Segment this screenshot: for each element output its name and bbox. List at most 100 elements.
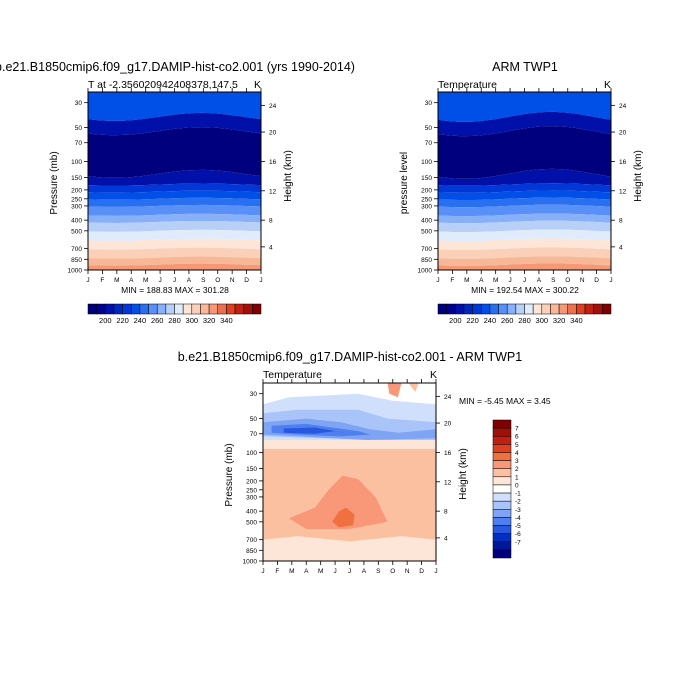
colorbar-swatch <box>492 484 512 494</box>
contour-band <box>263 536 436 561</box>
colorbar-swatch <box>492 500 512 510</box>
x-tick-label: M <box>289 568 294 575</box>
units-label: K <box>254 79 261 91</box>
colorbar-swatch <box>492 468 512 478</box>
panel-model: b.e21.B1850cmip6.f09_g17.DAMIP-hist-co2.… <box>0 60 355 325</box>
colorbar-swatch <box>217 303 227 315</box>
x-tick-label: J <box>436 277 439 284</box>
colorbar-label: 300 <box>186 316 199 325</box>
y-tick-label: 30 <box>425 100 433 107</box>
y-tick-label: 50 <box>250 416 258 423</box>
x-tick-label: A <box>304 568 309 575</box>
colorbar-swatch <box>463 303 473 315</box>
contour-band <box>88 256 261 266</box>
y-tick-label: 700 <box>71 246 82 253</box>
y-tick-label: 850 <box>71 257 82 264</box>
y2-tick-label: 8 <box>269 218 273 225</box>
colorbar-swatch <box>139 303 149 315</box>
colorbar-swatch <box>532 303 543 315</box>
x-tick-label: M <box>493 277 498 284</box>
x-tick-label: J <box>158 277 161 284</box>
x-tick-label: A <box>187 277 192 284</box>
y-tick-label: 250 <box>421 196 432 203</box>
variable-label: T at -2.356020942408378,147.5 <box>88 79 238 91</box>
x-tick-label: S <box>551 277 556 284</box>
y2-tick-label: 16 <box>269 159 277 166</box>
x-tick-label: J <box>173 277 176 284</box>
x-tick-label: D <box>419 568 424 575</box>
y2-tick-label: 12 <box>444 479 452 486</box>
contour-band <box>438 111 611 137</box>
colorbar-swatch <box>492 444 512 453</box>
x-tick-label: M <box>464 277 469 284</box>
colorbar-label: -2 <box>515 499 521 506</box>
x-tick-label: F <box>100 277 104 284</box>
units-label: K <box>604 79 611 91</box>
panel-title: b.e21.B1850cmip6.f09_g17.DAMIP-hist-co2.… <box>178 350 522 364</box>
x-tick-label: J <box>508 277 511 284</box>
colorbar-label: 220 <box>116 316 129 325</box>
contour-band <box>438 183 611 193</box>
panel-title: b.e21.B1850cmip6.f09_g17.DAMIP-hist-co2.… <box>0 60 355 74</box>
colorbar-swatch <box>492 452 512 461</box>
contour-band <box>88 127 261 178</box>
colorbar-label: 320 <box>203 316 216 325</box>
x-tick-label: F <box>275 568 279 575</box>
contour-band <box>283 427 336 434</box>
x-tick-label: S <box>201 277 206 284</box>
colorbar-swatch <box>550 303 560 315</box>
colorbar-label: 4 <box>515 450 519 457</box>
colorbar-swatch <box>492 476 512 486</box>
y-tick-label: 50 <box>425 125 433 132</box>
colorbar-swatch <box>156 303 167 315</box>
x-tick-label: A <box>479 277 484 284</box>
colorbar-label: 3 <box>515 458 519 465</box>
y2-tick-label: 20 <box>269 130 277 137</box>
x-tick-label: F <box>450 277 454 284</box>
contour-band <box>438 126 611 179</box>
colorbar-label: -1 <box>515 491 521 498</box>
colorbar: 200 220 240 260 280 300 320 340 <box>87 303 262 325</box>
panel-difference: b.e21.B1850cmip6.f09_g17.DAMIP-hist-co2.… <box>178 350 551 575</box>
y-tick-label: 70 <box>250 431 258 438</box>
y-tick-label: 150 <box>421 175 432 182</box>
y-tick-label: 150 <box>246 466 257 473</box>
y-tick-label: 200 <box>246 478 257 485</box>
contour-band <box>88 204 261 216</box>
contour-band <box>88 92 261 121</box>
colorbar-label: 280 <box>168 316 181 325</box>
x-tick-label: N <box>580 277 585 284</box>
contour-band <box>88 197 261 207</box>
contour-band <box>438 92 611 122</box>
contour-band <box>408 383 419 392</box>
y2-tick-label: 4 <box>444 535 448 542</box>
colorbar-label: 5 <box>515 442 519 449</box>
colorbar-swatch <box>148 303 158 315</box>
x-tick-label: O <box>390 568 395 575</box>
x-tick-label: D <box>594 277 599 284</box>
panel-observation: ARM TWP1 Temperature K J F M A M J J A S O N D J 30 50… <box>399 60 644 325</box>
x-tick-label: A <box>129 277 134 284</box>
x-tick-label: O <box>565 277 570 284</box>
y2-tick-label: 12 <box>619 188 627 195</box>
colorbar-swatch <box>131 303 141 315</box>
contour-band <box>387 383 402 398</box>
contour-band <box>438 238 611 250</box>
y-tick-label: 300 <box>71 203 82 210</box>
stats-label: MIN = 192.54 MAX = 300.22 <box>471 285 579 295</box>
y-tick-label: 850 <box>421 257 432 264</box>
x-tick-label: J <box>259 277 262 284</box>
colorbar-swatch <box>87 303 97 315</box>
colorbar-swatch <box>524 303 534 315</box>
y-tick-label: 200 <box>71 187 82 194</box>
contour-band <box>88 190 261 200</box>
colorbar-swatch <box>481 303 491 315</box>
colorbar-label: 300 <box>536 316 549 325</box>
colorbar-swatch <box>492 492 512 502</box>
colorbar-label: 260 <box>501 316 514 325</box>
colorbar-swatch <box>492 549 512 559</box>
colorbar-swatch <box>593 303 603 315</box>
colorbar-swatch <box>234 303 244 315</box>
contour-band <box>88 263 261 270</box>
